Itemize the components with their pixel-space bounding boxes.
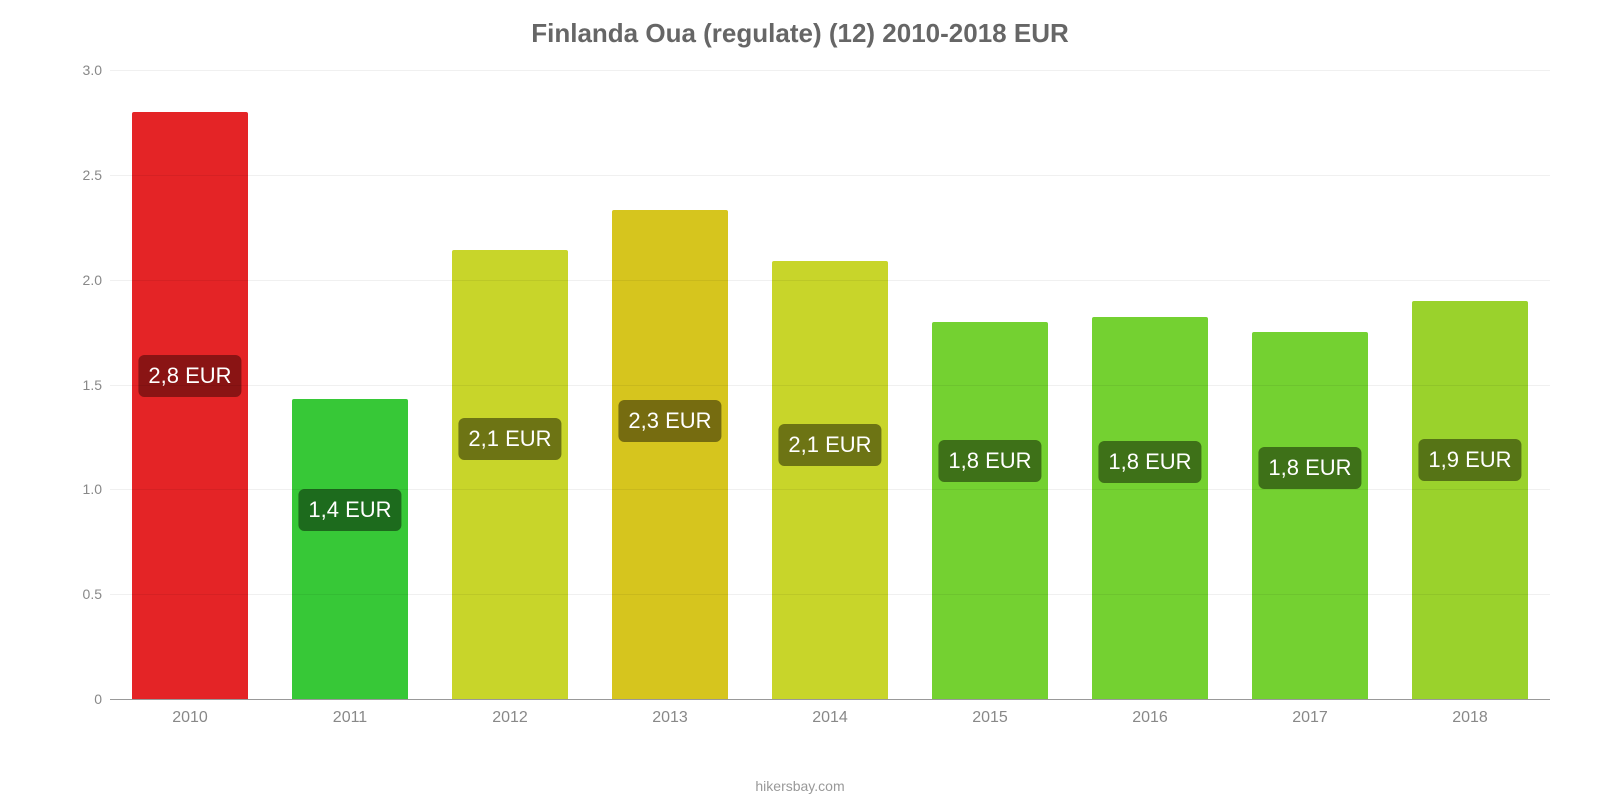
y-tick-label: 2.0 — [83, 272, 110, 288]
chart-area: 2,8 EUR 2010 1,4 EUR 2011 2,1 EUR 2012 2,3 EUR… — [70, 70, 1570, 740]
gridline — [110, 385, 1550, 386]
gridline — [110, 280, 1550, 281]
x-tick-label: 2011 — [333, 699, 367, 727]
x-tick-label: 2012 — [492, 699, 528, 727]
bar-value-label: 1,8 EUR — [1258, 447, 1361, 489]
y-tick-label: 1.0 — [83, 481, 110, 497]
chart-caption: hikersbay.com — [0, 778, 1600, 794]
x-tick-label: 2017 — [1292, 699, 1328, 727]
bar: 2,3 EUR — [612, 210, 727, 699]
bar: 2,8 EUR — [132, 112, 247, 699]
gridline — [110, 175, 1550, 176]
gridline — [110, 489, 1550, 490]
bar-value-label: 1,4 EUR — [298, 489, 401, 531]
y-tick-label: 0 — [94, 691, 110, 707]
bar-value-label: 2,1 EUR — [458, 418, 561, 460]
bar-value-label: 1,9 EUR — [1418, 439, 1521, 481]
y-tick-label: 3.0 — [83, 62, 110, 78]
bar: 2,1 EUR — [772, 261, 887, 699]
bar: 1,8 EUR — [1252, 332, 1367, 699]
bar-value-label: 2,8 EUR — [138, 355, 241, 397]
plot-area: 2,8 EUR20101,4 EUR20112,1 EUR20122,3 EUR… — [110, 70, 1550, 700]
y-tick-label: 0.5 — [83, 586, 110, 602]
bar: 1,4 EUR — [292, 399, 407, 699]
x-tick-label: 2010 — [172, 699, 208, 727]
bar-value-label: 2,1 EUR — [778, 424, 881, 466]
x-tick-label: 2016 — [1132, 699, 1168, 727]
gridline — [110, 594, 1550, 595]
chart-title: Finlanda Oua (regulate) (12) 2010-2018 E… — [0, 0, 1600, 49]
y-tick-label: 2.5 — [83, 167, 110, 183]
bar: 1,8 EUR — [932, 322, 1047, 699]
gridline — [110, 70, 1550, 71]
bar: 1,9 EUR — [1412, 301, 1527, 699]
bar-value-label: 1,8 EUR — [1098, 441, 1201, 483]
bar: 2,1 EUR — [452, 250, 567, 699]
x-tick-label: 2018 — [1452, 699, 1488, 727]
x-tick-label: 2015 — [972, 699, 1008, 727]
bar-value-label: 2,3 EUR — [618, 400, 721, 442]
x-tick-label: 2014 — [812, 699, 848, 727]
bar: 1,8 EUR — [1092, 317, 1207, 699]
x-tick-label: 2013 — [652, 699, 688, 727]
bar-value-label: 1,8 EUR — [938, 440, 1041, 482]
y-tick-label: 1.5 — [83, 377, 110, 393]
